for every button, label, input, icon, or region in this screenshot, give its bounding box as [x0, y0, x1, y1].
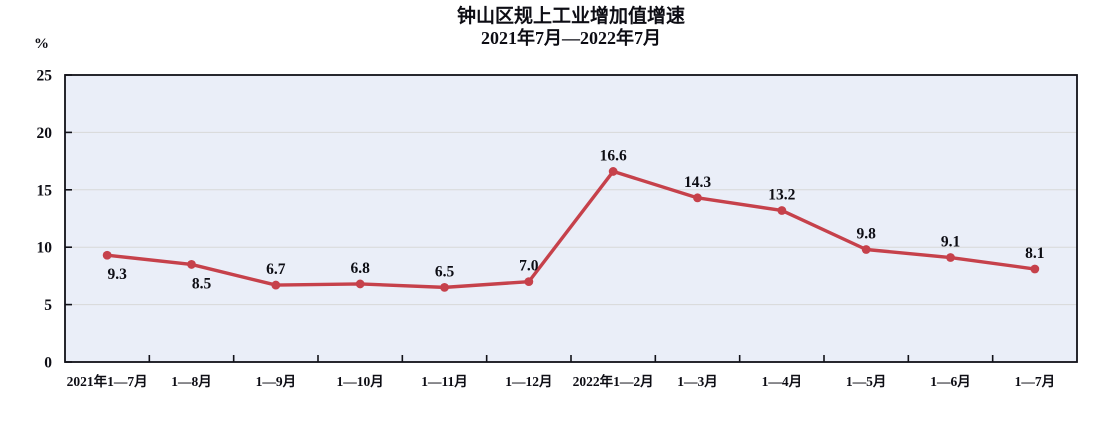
data-point-label: 7.0 [519, 258, 539, 275]
x-tick-label: 1—12月 [505, 374, 552, 389]
y-tick-label: 20 [37, 125, 53, 142]
chart-title-block: 钟山区规上工业增加值增速 2021年7月—2022年7月 [65, 5, 1077, 50]
chart-title: 钟山区规上工业增加值增速 [456, 6, 685, 27]
x-tick-label: 1—7月 [1015, 374, 1056, 389]
x-tick-label: 1—3月 [677, 374, 718, 389]
x-tick-label: 1—4月 [762, 374, 803, 389]
x-tick-label: 1—11月 [421, 374, 468, 389]
data-point-label: 9.1 [941, 234, 960, 251]
data-point-label: 14.3 [684, 174, 711, 191]
x-tick-label: 1—6月 [930, 374, 971, 389]
series-line [105, 169, 1037, 290]
data-point-marker [524, 277, 534, 287]
data-point-marker [946, 253, 955, 262]
data-point-label: 13.2 [768, 186, 795, 203]
data-point-marker [861, 245, 871, 254]
data-point-marker [271, 280, 281, 290]
x-tick-label: 1—8月 [171, 374, 212, 389]
data-point-marker [1030, 264, 1040, 274]
data-point-label: 8.5 [192, 275, 212, 292]
data-point-label: 16.6 [600, 147, 627, 164]
x-tick-label: 1—10月 [337, 374, 384, 389]
y-tick-label: 10 [37, 240, 53, 257]
data-point-label: 6.7 [266, 261, 286, 278]
x-tick-label: 1—5月 [846, 374, 887, 389]
x-tick-label: 1—9月 [256, 374, 297, 389]
y-tick-label: 0 [44, 355, 52, 372]
data-point-marker [440, 282, 449, 292]
data-point-label: 6.5 [435, 263, 455, 280]
chart-subtitle: 2021年7月—2022年7月 [481, 28, 661, 49]
data-point-label: 9.3 [107, 266, 127, 283]
data-point-marker [608, 167, 618, 176]
data-point-marker [693, 193, 702, 203]
plot-border [64, 74, 1078, 363]
data-point-marker [777, 206, 787, 215]
y-axis-unit-label: % [34, 36, 49, 52]
x-tick-label: 2021年1—7月 [67, 373, 148, 389]
y-tick-label: 5 [44, 297, 52, 314]
x-tick-label: 2022年1—2月 [573, 373, 654, 389]
data-point-marker [355, 279, 365, 289]
data-point-label: 9.8 [856, 225, 876, 242]
data-point-marker [102, 250, 112, 260]
y-tick-label: 25 [37, 68, 53, 85]
y-tick-label: 15 [37, 182, 53, 199]
data-point-label: 6.8 [350, 260, 370, 277]
data-point-label: 8.1 [1025, 245, 1044, 262]
data-point-marker [187, 260, 196, 269]
plot-area [65, 75, 1077, 362]
